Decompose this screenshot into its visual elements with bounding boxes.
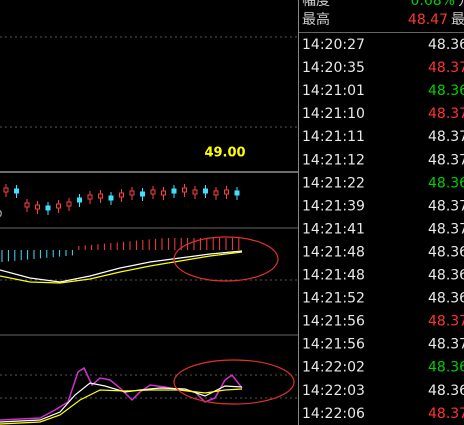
candle-body [203,188,208,194]
tick-time: 14:22:03 [302,383,365,399]
candle-body [182,187,187,193]
tick-time: 14:21:48 [302,244,365,260]
candle-body [171,188,177,194]
tick-price: 48.37 [428,221,464,237]
candle-body [66,201,72,207]
tick-time: 14:21:41 [302,221,365,237]
candle-body [56,203,61,209]
candle-body [87,194,93,200]
axis-label: 0 [0,209,2,220]
chart-area: 49.00 0 [0,36,298,425]
tick-price: 48.36 [428,268,464,284]
macd-line [0,250,243,283]
candle-body [24,202,30,208]
candle-body [161,190,166,196]
tick-time: 14:20:35 [302,60,365,76]
tick-price: 48.37 [428,106,464,122]
tick-time: 14:21:56 [302,314,365,330]
tick-time: 14:22:06 [302,406,365,422]
range-next: 开 [458,0,464,9]
tick-time: 14:21:56 [302,337,365,353]
j-line [0,366,243,421]
candle-body [192,189,198,195]
price-line-label: 49.00 [204,146,245,161]
highlight-ellipse [173,359,295,405]
tick-time: 14:21:22 [302,175,365,191]
candle-body [108,195,114,201]
candle-body [119,192,124,198]
tick-price: 48.37 [428,337,464,353]
range-value: 0.68% [411,0,455,9]
candles [3,184,240,215]
k-line [0,382,243,423]
tick-time: 14:21:39 [302,198,365,214]
high-value: 48.47 [408,12,448,28]
tick-price: 48.36 [428,244,464,260]
candle-body [14,188,19,194]
tick-price: 48.37 [428,406,464,422]
range-label: 幅度 [302,0,330,9]
tick-price: 48.37 [428,314,464,330]
tick-price: 48.37 [428,60,464,76]
tick-price: 48.36 [428,360,464,376]
quote-header: 幅度 0.68% 开 最高 48.47 最 [299,0,464,33]
highlight-ellipse [173,236,279,282]
candle-body [140,191,145,197]
tick-list: 14:20:27 48.36 14:20:35 48.37 14:21:01 48.36 1… [302,37,464,422]
high-next: 最 [451,12,464,28]
tick-time: 14:21:48 [302,268,365,284]
candle-body [98,193,103,199]
d-line [0,388,243,425]
candle-body [3,187,9,193]
macd-bars [1,238,240,262]
tick-time: 14:21:52 [302,291,365,307]
candle-body [224,189,229,195]
candle-body [213,190,219,196]
tick-time: 14:21:12 [302,152,365,168]
high-label: 最高 [302,11,330,28]
tick-price: 48.37 [428,129,464,145]
tick-price: 48.36 [428,83,464,99]
candle-body [77,197,82,203]
tick-price: 48.36 [428,383,464,399]
candle-body [35,204,40,210]
tick-time: 14:22:02 [302,360,365,376]
tick-time: 14:21:11 [302,129,365,145]
candle-body [234,190,240,196]
candle-body [45,205,51,211]
tick-time: 14:21:01 [302,83,365,99]
tick-price: 48.36 [428,291,464,307]
tick-price: 48.36 [428,175,464,191]
tick-time: 14:21:10 [302,106,365,122]
candle-body [150,189,156,195]
tick-price: 48.36 [428,37,464,53]
tick-price: 48.37 [428,152,464,168]
signal-line [0,251,243,284]
candle-body [129,190,135,196]
tick-time: 14:20:27 [302,37,365,53]
tick-price: 48.37 [428,198,464,214]
